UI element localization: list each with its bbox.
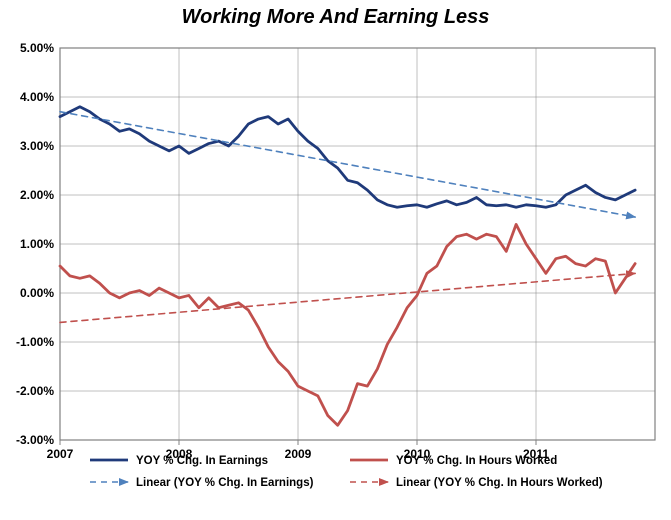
legend-label-earnings_trend: Linear (YOY % Chg. In Earnings) (136, 477, 314, 489)
y-tick-label: 1.00% (20, 237, 54, 251)
y-tick-label: 5.00% (20, 41, 54, 55)
legend-label-hours_trend: Linear (YOY % Chg. In Hours Worked) (396, 477, 603, 489)
x-tick-label: 2009 (285, 447, 312, 461)
legend-label-hours: YOY % Chg. In Hours Worked (396, 455, 557, 467)
y-tick-label: 2.00% (20, 188, 54, 202)
legend-label-earnings: YOY % Chg. In Earnings (136, 455, 268, 467)
chart-title: Working More And Earning Less (0, 6, 671, 29)
y-tick-label: 4.00% (20, 90, 54, 104)
y-tick-label: 3.00% (20, 139, 54, 153)
y-tick-label: 0.00% (20, 286, 54, 300)
y-tick-label: -2.00% (16, 384, 54, 398)
chart-svg: -3.00% -2.00% -1.00% 0.00% 1.00% 2.00% 3.00% 4.… (0, 0, 671, 520)
chart-container: Working More And Earning Less -3.00% -2.0… (0, 0, 671, 520)
y-tick-label: -3.00% (16, 433, 54, 447)
y-tick-label: -1.00% (16, 335, 54, 349)
x-tick-label: 2007 (47, 447, 74, 461)
